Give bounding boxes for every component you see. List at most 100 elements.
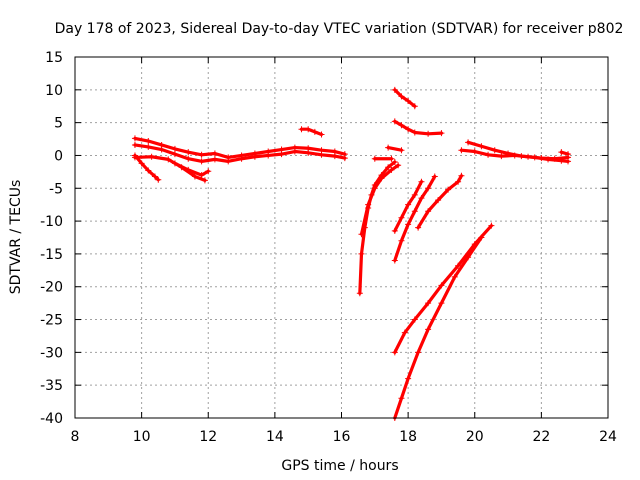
data-point <box>145 167 152 174</box>
data-point <box>318 151 325 158</box>
data-point <box>418 178 425 185</box>
data-point <box>191 173 198 180</box>
data-point <box>155 176 162 183</box>
data-point <box>445 186 452 193</box>
data-point <box>425 130 432 137</box>
data-series <box>391 222 495 356</box>
y-tick-label: -5 <box>49 181 63 197</box>
data-point <box>405 221 412 228</box>
data-point <box>211 150 218 157</box>
ticks <box>74 56 609 419</box>
data-point <box>171 145 178 152</box>
data-point <box>451 273 458 280</box>
data-point <box>171 151 178 158</box>
x-tick-label: 24 <box>599 429 617 445</box>
x-tick-label: 16 <box>333 429 351 445</box>
data-point <box>171 160 178 167</box>
data-series <box>131 135 348 161</box>
y-tick-label: -20 <box>40 280 63 296</box>
data-point <box>185 155 192 162</box>
data-point <box>265 152 272 159</box>
data-series <box>558 149 572 158</box>
data-point <box>305 149 312 156</box>
data-point <box>305 126 312 133</box>
data-point <box>165 156 172 163</box>
data-point <box>391 86 398 93</box>
data-point <box>425 208 432 215</box>
data-point <box>391 349 398 356</box>
series-group <box>131 86 572 421</box>
data-point <box>185 149 192 156</box>
data-point <box>356 290 363 297</box>
data-point <box>358 250 365 257</box>
data-point <box>425 185 432 192</box>
data-series <box>391 178 425 234</box>
data-point <box>138 160 145 167</box>
data-point <box>145 143 152 150</box>
data-point <box>205 168 212 175</box>
data-point <box>488 222 495 229</box>
series-trace <box>359 163 400 236</box>
data-point <box>211 156 218 163</box>
series-trace <box>416 174 464 230</box>
data-point <box>391 257 398 264</box>
y-tick-label: -15 <box>40 247 63 263</box>
data-point <box>558 157 565 164</box>
data-point <box>465 254 472 261</box>
data-point <box>558 149 565 156</box>
data-point <box>478 143 485 150</box>
y-tick-label: 0 <box>54 148 63 164</box>
data-point <box>398 395 405 402</box>
data-point <box>438 300 445 307</box>
y-tick-label: 15 <box>45 50 63 66</box>
data-point <box>418 195 425 202</box>
data-point <box>198 158 205 165</box>
y-tick-label: -10 <box>40 214 63 230</box>
data-point <box>458 172 465 179</box>
data-point <box>278 151 285 158</box>
data-point <box>311 128 318 135</box>
data-point <box>388 166 395 173</box>
x-tick-label: 22 <box>532 429 550 445</box>
data-point <box>145 138 152 145</box>
y-tick-label: -40 <box>40 411 63 427</box>
data-point <box>198 151 205 158</box>
data-point <box>331 153 338 160</box>
data-point <box>371 155 378 162</box>
series-trace <box>299 127 324 137</box>
grid <box>75 57 608 418</box>
data-point <box>565 158 572 165</box>
data-point <box>298 126 305 133</box>
data-point <box>398 147 405 154</box>
data-point <box>471 148 478 155</box>
data-point <box>405 97 412 104</box>
y-tick-label: -25 <box>40 313 63 329</box>
data-point <box>405 375 412 382</box>
series-trace <box>393 224 494 354</box>
data-point <box>131 141 138 148</box>
data-series <box>391 118 445 137</box>
data-series <box>131 152 162 183</box>
data-point <box>151 173 158 180</box>
chart-title: Day 178 of 2023, Sidereal Day-to-day VTE… <box>55 21 624 37</box>
data-point <box>518 153 525 160</box>
y-tick-label: -35 <box>40 378 63 394</box>
x-tick-label: 20 <box>466 429 484 445</box>
data-point <box>198 172 205 179</box>
data-point <box>201 177 208 184</box>
data-point <box>478 234 485 241</box>
data-point <box>405 201 412 208</box>
data-point <box>398 237 405 244</box>
data-point <box>485 151 492 158</box>
data-point <box>358 231 365 238</box>
series-trace <box>393 88 417 108</box>
data-point <box>438 130 445 137</box>
data-point <box>491 147 498 154</box>
data-point <box>411 208 418 215</box>
data-series <box>391 234 485 421</box>
data-point <box>365 201 372 208</box>
data-point <box>391 159 398 166</box>
data-point <box>455 178 462 185</box>
data-series <box>298 126 325 138</box>
